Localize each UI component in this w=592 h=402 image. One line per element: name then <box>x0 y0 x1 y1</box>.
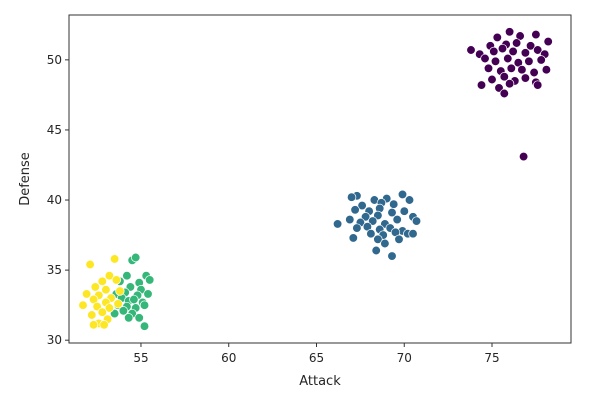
data-point <box>373 234 383 244</box>
x-tick-label: 75 <box>484 351 499 365</box>
data-point <box>129 294 139 305</box>
data-point <box>373 210 383 221</box>
data-point <box>511 38 522 48</box>
data-point <box>506 63 516 73</box>
data-point <box>134 313 144 323</box>
data-point <box>394 234 404 244</box>
data-point <box>357 200 367 211</box>
data-point <box>115 286 125 296</box>
data-point <box>483 63 494 73</box>
x-tick-label: 55 <box>133 351 148 365</box>
x-axis-label: Attack <box>299 374 341 389</box>
x-axis-ticks: 55 60 65 70 75 <box>133 343 500 365</box>
data-point <box>139 321 150 331</box>
data-point <box>476 80 487 90</box>
data-point <box>368 216 378 226</box>
data-point <box>348 233 358 243</box>
data-point <box>97 276 107 286</box>
data-point <box>480 53 490 64</box>
data-point <box>366 229 376 239</box>
data-point <box>360 212 371 222</box>
data-point <box>490 56 501 66</box>
data-point <box>380 238 390 249</box>
points-layer <box>78 27 553 331</box>
data-point <box>389 199 399 209</box>
data-point <box>371 245 381 256</box>
data-point <box>499 88 509 99</box>
data-point <box>99 320 109 330</box>
data-point <box>508 46 518 57</box>
data-point <box>497 43 508 54</box>
data-point <box>90 282 100 292</box>
x-tick-label: 60 <box>221 351 236 365</box>
data-point <box>533 80 543 90</box>
data-point <box>332 219 343 229</box>
data-point <box>101 285 111 295</box>
data-point <box>399 206 409 216</box>
data-point <box>503 53 513 64</box>
data-point <box>487 74 497 85</box>
data-point <box>524 56 534 66</box>
data-point <box>387 251 397 261</box>
data-point <box>397 189 408 200</box>
y-axis-label: Defense <box>18 152 33 206</box>
data-point <box>492 32 502 43</box>
data-point <box>122 271 132 281</box>
y-tick-label: 35 <box>47 263 62 277</box>
data-point <box>504 79 515 89</box>
data-point <box>139 300 150 310</box>
data-point <box>97 307 107 317</box>
data-point <box>520 73 531 83</box>
data-point <box>131 252 141 263</box>
data-point <box>408 229 418 239</box>
data-point <box>104 271 115 281</box>
data-point <box>517 65 527 75</box>
data-point <box>494 83 504 93</box>
data-point <box>404 195 415 205</box>
plot-frame <box>68 14 572 344</box>
data-point <box>81 289 92 299</box>
data-point <box>113 299 123 309</box>
data-point <box>85 259 95 270</box>
data-point <box>109 254 120 264</box>
data-point <box>543 36 553 47</box>
data-point <box>118 306 129 316</box>
data-point <box>104 303 115 313</box>
data-point <box>504 27 515 37</box>
data-point <box>78 300 88 310</box>
data-point <box>352 223 362 233</box>
data-point <box>529 67 539 78</box>
data-point <box>387 207 397 218</box>
y-axis-ticks: 30 35 40 45 50 <box>47 53 69 347</box>
data-point <box>520 48 531 58</box>
data-point <box>489 46 499 57</box>
data-point <box>536 55 546 65</box>
data-point <box>145 275 155 285</box>
x-tick-label: 65 <box>309 351 324 365</box>
data-point <box>541 65 552 75</box>
data-point <box>466 45 476 55</box>
data-point <box>111 275 122 285</box>
data-point <box>88 320 99 330</box>
y-tick-label: 45 <box>47 123 62 137</box>
data-point <box>124 313 134 323</box>
data-point <box>518 151 529 162</box>
data-point <box>525 41 536 51</box>
data-point <box>533 45 543 55</box>
y-tick-label: 50 <box>47 53 62 67</box>
data-point <box>531 29 541 40</box>
data-point <box>499 72 509 82</box>
x-tick-label: 70 <box>397 351 412 365</box>
data-point <box>345 214 355 225</box>
data-point <box>346 192 357 202</box>
data-point <box>87 310 97 320</box>
data-point <box>143 289 153 299</box>
data-point <box>350 205 360 215</box>
data-point <box>411 216 422 226</box>
y-tick-label: 40 <box>47 193 62 207</box>
data-point <box>392 214 402 225</box>
y-tick-label: 30 <box>47 333 62 347</box>
